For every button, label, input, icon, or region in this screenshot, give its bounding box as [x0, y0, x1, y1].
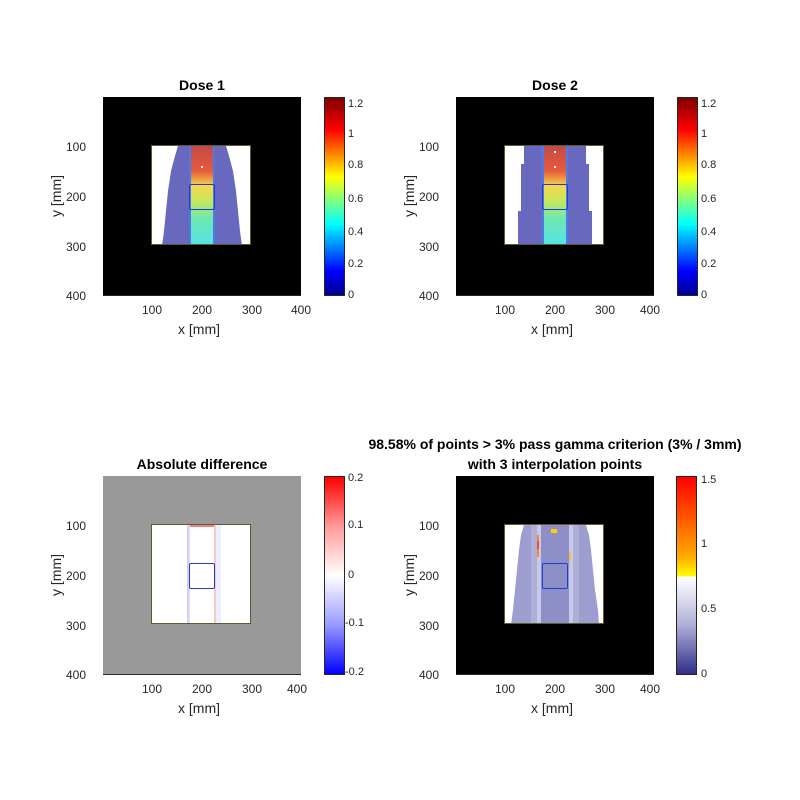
phantom — [151, 145, 251, 245]
cbar-tick: 0.2 — [348, 258, 364, 270]
roi-box — [542, 184, 568, 210]
hotspot-marker — [201, 166, 203, 168]
x-axis-label: x [mm] — [531, 700, 573, 716]
xtick: 100 — [142, 682, 163, 696]
xtick: 400 — [640, 682, 661, 696]
diff-band-faint — [216, 525, 221, 623]
dose1-axes[interactable] — [103, 97, 301, 296]
ytick: 200 — [66, 190, 87, 204]
xtick: 200 — [545, 682, 566, 696]
roi-box — [189, 563, 215, 589]
ytick: 400 — [419, 289, 440, 303]
y-axis-label: y [mm] — [401, 554, 417, 596]
panel-title: Absolute difference — [136, 456, 268, 472]
diff-band-positive — [214, 525, 216, 623]
gamma-title-line1: 98.58% of points > 3% pass gamma criteri… — [368, 436, 742, 452]
cbar-tick: 0 — [348, 289, 355, 301]
x-axis-label: x [mm] — [178, 700, 220, 716]
colorbar — [677, 97, 698, 296]
ytick: 100 — [419, 519, 440, 533]
ytick: 200 — [419, 190, 440, 204]
phantom — [504, 145, 604, 245]
xtick: 200 — [545, 303, 566, 317]
ytick: 200 — [419, 569, 440, 583]
colorbar — [676, 476, 697, 675]
ytick: 400 — [419, 668, 440, 682]
dose2-axes[interactable] — [456, 97, 654, 296]
cbar-tick: 0.6 — [701, 193, 717, 205]
cbar-tick: 0.2 — [701, 258, 717, 270]
gamma-axes[interactable] — [456, 476, 654, 675]
xtick: 100 — [495, 682, 516, 696]
xtick: 200 — [192, 303, 213, 317]
cbar-tick: 1.2 — [348, 98, 364, 110]
xtick: 300 — [242, 682, 263, 696]
diff-top-edge — [190, 525, 214, 527]
cbar-tick: 0 — [701, 289, 708, 301]
ytick: 100 — [66, 140, 87, 154]
cbar-tick: 0 — [348, 569, 355, 581]
xtick: 100 — [495, 303, 516, 317]
x-axis-label: x [mm] — [531, 321, 573, 337]
cbar-tick: 0.8 — [701, 159, 717, 171]
colorbar — [324, 476, 345, 675]
cbar-tick: 1.2 — [701, 98, 717, 110]
y-axis-label: y [mm] — [48, 554, 64, 596]
hotspot-marker — [554, 151, 556, 153]
hotspot-marker — [554, 166, 556, 168]
absdiff-axes[interactable] — [103, 476, 301, 675]
panel-title: Dose 1 — [179, 77, 225, 93]
cbar-tick: 0.2 — [348, 472, 364, 484]
cbar-tick: 0.4 — [701, 226, 717, 238]
cbar-tick: 1 — [348, 128, 355, 140]
xtick: 300 — [595, 682, 616, 696]
xtick: 300 — [242, 303, 263, 317]
phantom — [504, 524, 604, 624]
ytick: 100 — [66, 519, 87, 533]
xtick: 300 — [595, 303, 616, 317]
ytick: 400 — [66, 668, 87, 682]
gamma-title-line2: with 3 interpolation points — [467, 456, 643, 472]
panel-title: Dose 2 — [532, 77, 578, 93]
xtick: 400 — [287, 682, 308, 696]
colorbar — [324, 97, 345, 296]
ytick: 300 — [66, 240, 87, 254]
cbar-tick: 1 — [701, 538, 708, 550]
cbar-tick: 0 — [701, 668, 708, 680]
xtick: 100 — [142, 303, 163, 317]
ytick: 300 — [419, 619, 440, 633]
ytick: 300 — [66, 619, 87, 633]
xtick: 400 — [640, 303, 661, 317]
ytick: 300 — [419, 240, 440, 254]
y-axis-label: y [mm] — [48, 175, 64, 217]
xtick: 400 — [291, 303, 312, 317]
cbar-tick: 0.4 — [348, 226, 364, 238]
roi-box — [542, 563, 568, 589]
cbar-tick: -0.1 — [345, 617, 364, 629]
beam-strip — [189, 146, 215, 244]
ytick: 100 — [419, 140, 440, 154]
x-axis-label: x [mm] — [178, 321, 220, 337]
cbar-tick: 0.5 — [701, 603, 717, 615]
cbar-tick: 1 — [701, 128, 708, 140]
roi-box — [189, 184, 215, 210]
cbar-tick: 0.8 — [348, 159, 364, 171]
cbar-tick: 0.6 — [348, 193, 364, 205]
cbar-tick: 0.1 — [348, 519, 364, 531]
cbar-tick: -0.2 — [345, 666, 364, 678]
cbar-tick: 1.5 — [701, 474, 717, 486]
ytick: 400 — [66, 289, 87, 303]
xtick: 200 — [192, 682, 213, 696]
y-axis-label: y [mm] — [401, 175, 417, 217]
ytick: 200 — [66, 569, 87, 583]
body-outline-icon — [511, 525, 599, 623]
diff-band-negative — [187, 525, 190, 623]
phantom — [151, 524, 251, 624]
